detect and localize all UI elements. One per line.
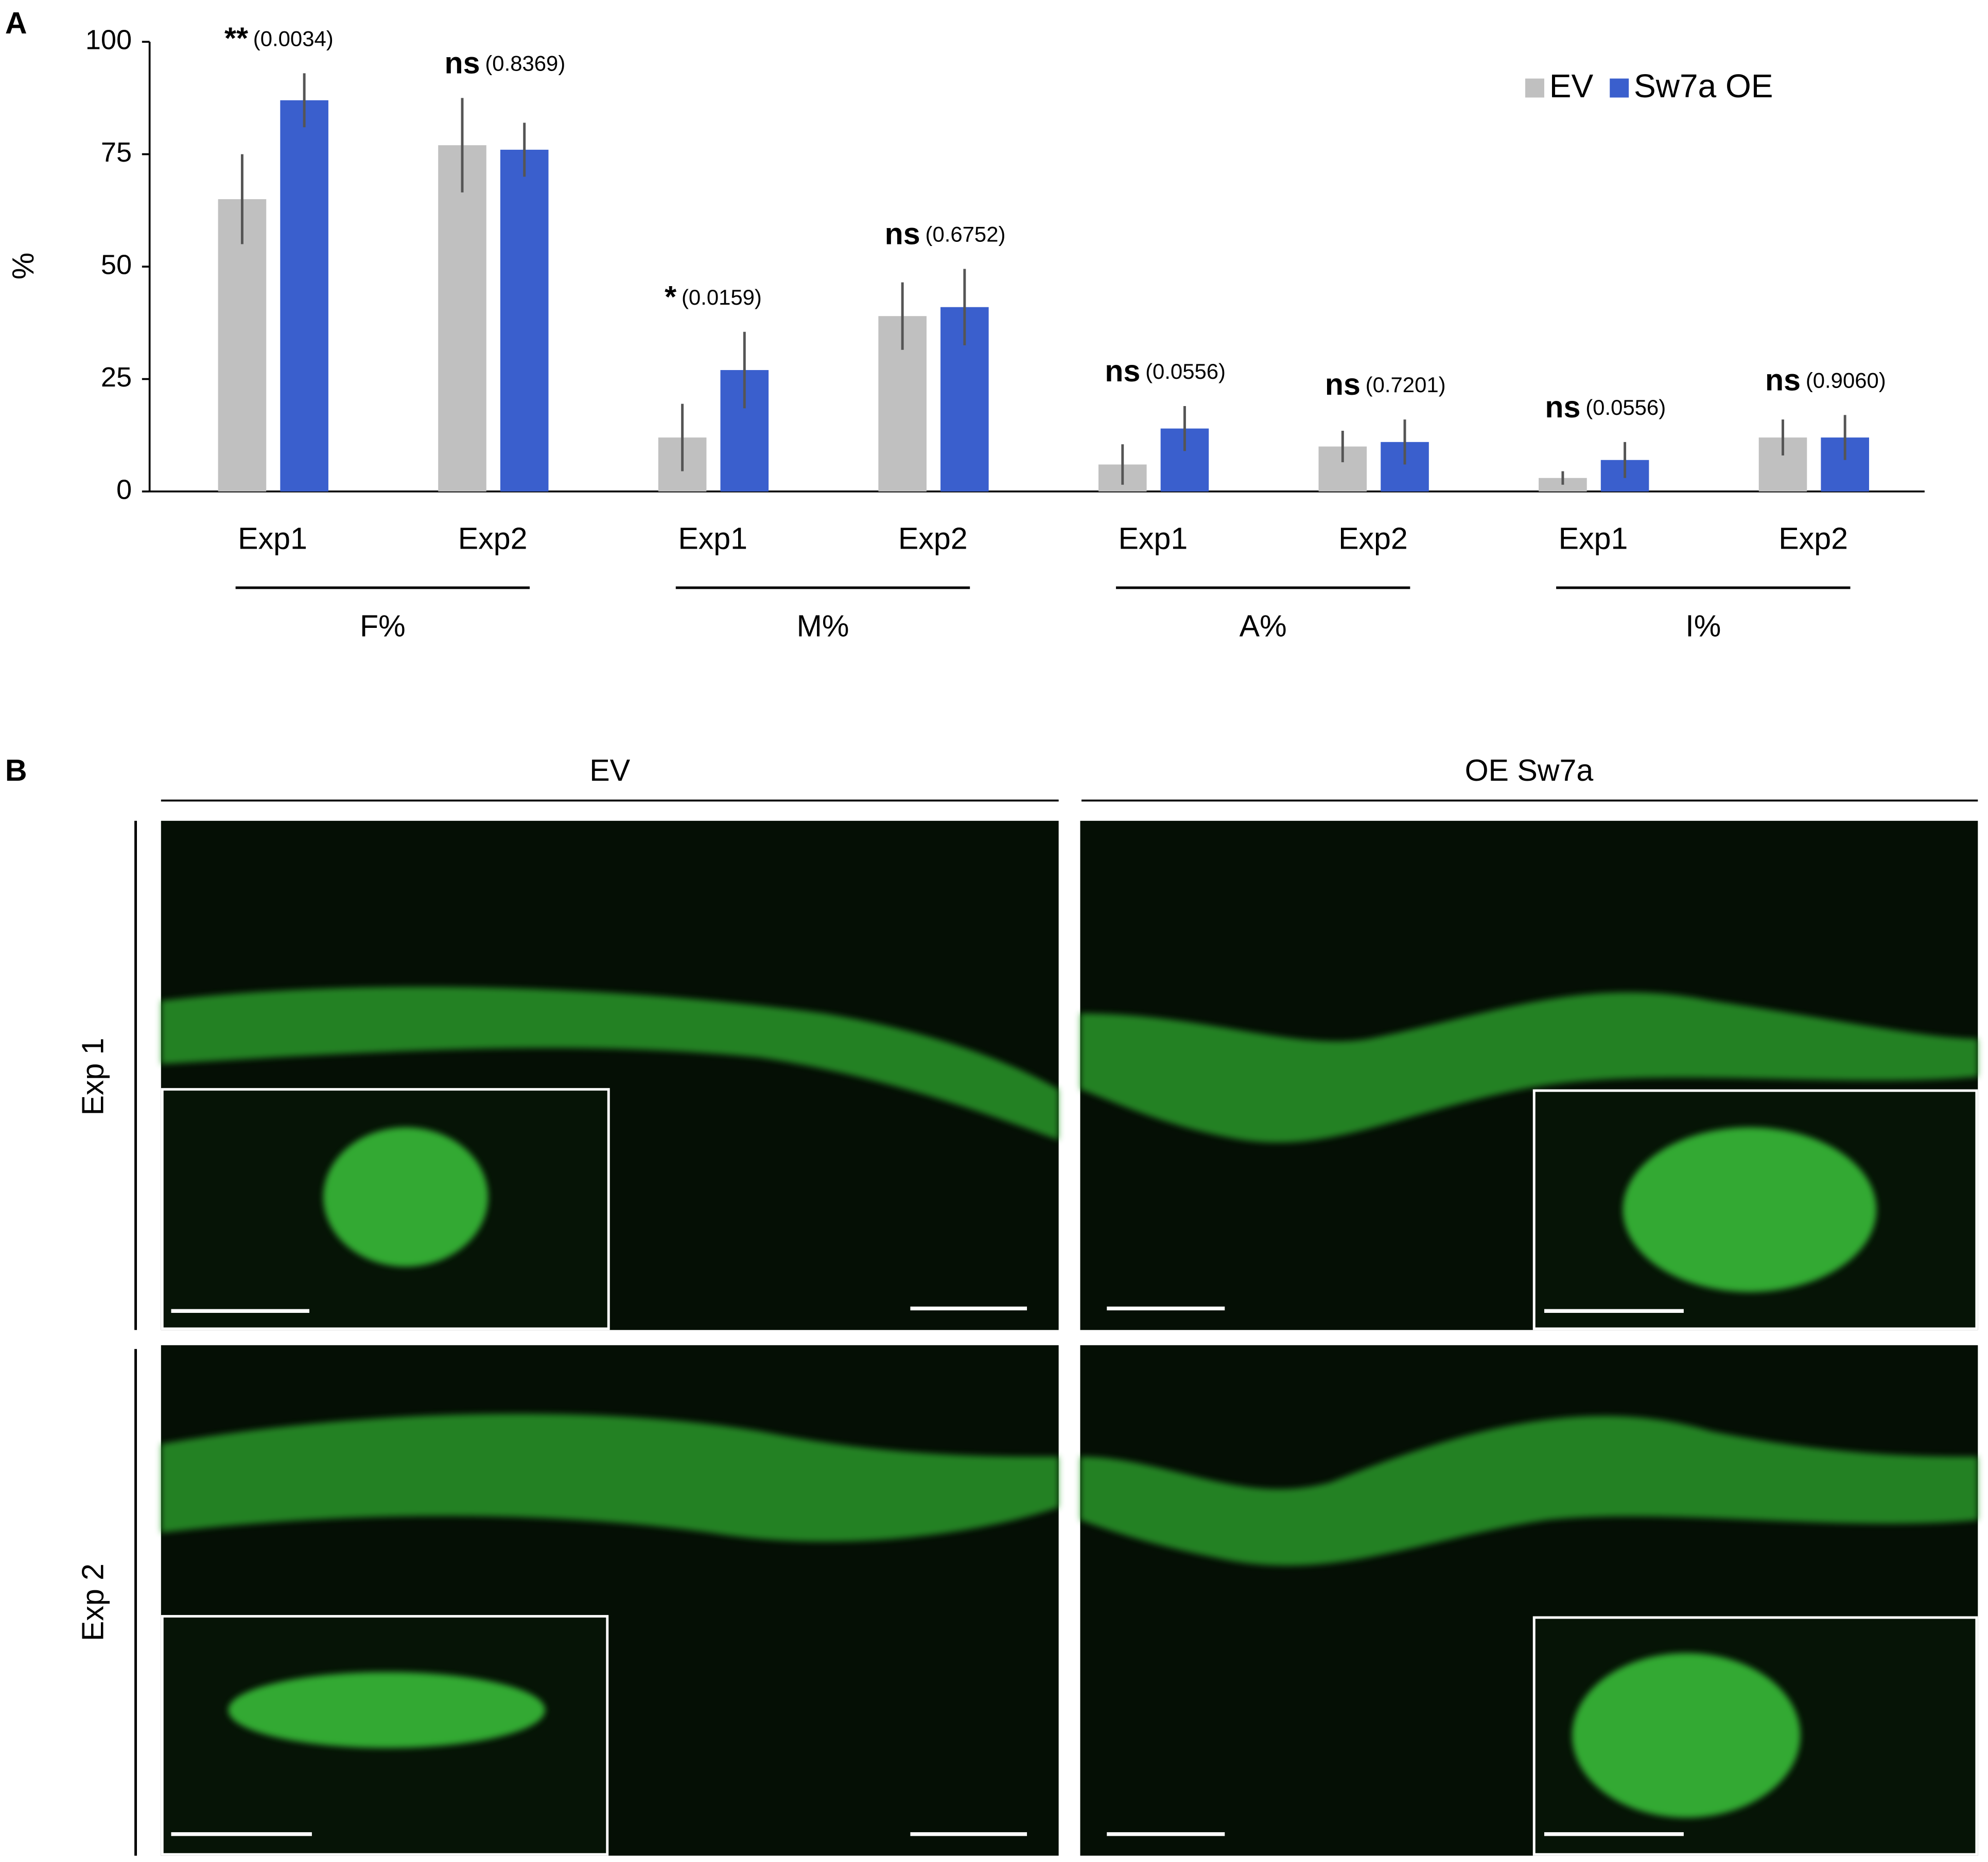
root-signal	[161, 1413, 1059, 1542]
y-axis-label: %	[6, 253, 40, 280]
column-label: EV	[589, 753, 630, 787]
annotation: ns (0.6752)	[885, 217, 1006, 251]
annotation: ns (0.8369)	[445, 46, 566, 80]
arbuscule	[228, 1672, 546, 1748]
x-tick-label: Exp2	[1338, 522, 1408, 556]
root-signal	[1080, 992, 1978, 1143]
group-label: A%	[1240, 609, 1287, 643]
p-value: (0.8369)	[485, 51, 565, 76]
p-value: (0.6752)	[926, 222, 1006, 247]
root-signal	[1080, 1416, 1978, 1566]
significance: ns	[1545, 390, 1580, 424]
bar	[500, 149, 549, 491]
p-value: (0.9060)	[1806, 368, 1886, 393]
group-label: I%	[1685, 609, 1721, 643]
x-tick-label: Exp2	[898, 522, 968, 556]
annotation: ns (0.0556)	[1545, 390, 1666, 424]
annotation: ns (0.7201)	[1325, 367, 1446, 401]
micrograph-panel: EV OE Sw7a Exp 1 Exp 2	[76, 753, 1978, 1856]
group-label: M%	[797, 609, 849, 643]
y-tick-label: 75	[101, 137, 132, 168]
significance: ns	[1765, 363, 1801, 397]
bar	[218, 199, 267, 491]
panel-label: B	[5, 753, 27, 787]
x-tick-label: Exp1	[238, 522, 307, 556]
p-value: (0.0159)	[682, 285, 762, 309]
significance: ns	[1105, 354, 1140, 388]
p-value: (0.7201)	[1366, 373, 1446, 397]
panel-label: A	[5, 6, 27, 40]
bar	[280, 100, 328, 491]
y-tick-label: 25	[101, 362, 132, 393]
bar	[438, 145, 486, 491]
annotation: ns (0.9060)	[1765, 363, 1886, 397]
x-tick-label: Exp1	[678, 522, 747, 556]
annotation: * (0.0159)	[665, 279, 762, 313]
y-tick-label: 50	[101, 249, 132, 280]
root-signal	[161, 987, 1059, 1140]
significance: **	[224, 21, 248, 55]
column-label: OE Sw7a	[1465, 753, 1594, 787]
p-value: (0.0556)	[1585, 395, 1666, 419]
arbuscule	[1572, 1653, 1801, 1818]
legend-label: EV	[1549, 67, 1594, 104]
group-label: F%	[360, 609, 406, 643]
significance: ns	[885, 217, 920, 251]
annotation: ns (0.0556)	[1105, 354, 1226, 388]
x-tick-label: Exp1	[1119, 522, 1188, 556]
legend-label: Sw7a OE	[1634, 67, 1773, 104]
x-tick-label: Exp1	[1559, 522, 1628, 556]
row-label: Exp 1	[76, 1038, 110, 1116]
p-value: (0.0034)	[253, 26, 334, 50]
x-tick-label: Exp2	[458, 522, 528, 556]
annotation: ** (0.0034)	[224, 21, 334, 55]
x-tick-label: Exp2	[1778, 522, 1848, 556]
row-label: Exp 2	[76, 1564, 110, 1641]
legend-swatch	[1610, 78, 1629, 98]
y-tick-label: 100	[85, 25, 132, 56]
p-value: (0.0556)	[1145, 359, 1226, 383]
significance: ns	[1325, 367, 1361, 401]
arbuscule	[323, 1127, 489, 1267]
significance: *	[665, 279, 676, 313]
arbuscule	[1623, 1127, 1877, 1292]
y-tick-label: 0	[116, 474, 132, 505]
legend-swatch	[1525, 78, 1544, 98]
significance: ns	[445, 46, 480, 80]
